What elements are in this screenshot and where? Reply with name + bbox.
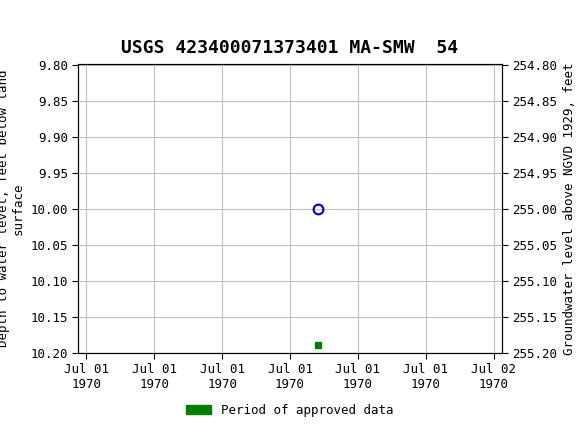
Text: █USGS: █USGS <box>9 11 67 34</box>
Y-axis label: Groundwater level above NGVD 1929, feet: Groundwater level above NGVD 1929, feet <box>563 62 576 355</box>
Title: USGS 423400071373401 MA-SMW  54: USGS 423400071373401 MA-SMW 54 <box>121 40 459 57</box>
Y-axis label: Depth to water level, feet below land
surface: Depth to water level, feet below land su… <box>0 70 25 347</box>
Legend: Period of approved data: Period of approved data <box>181 399 399 421</box>
